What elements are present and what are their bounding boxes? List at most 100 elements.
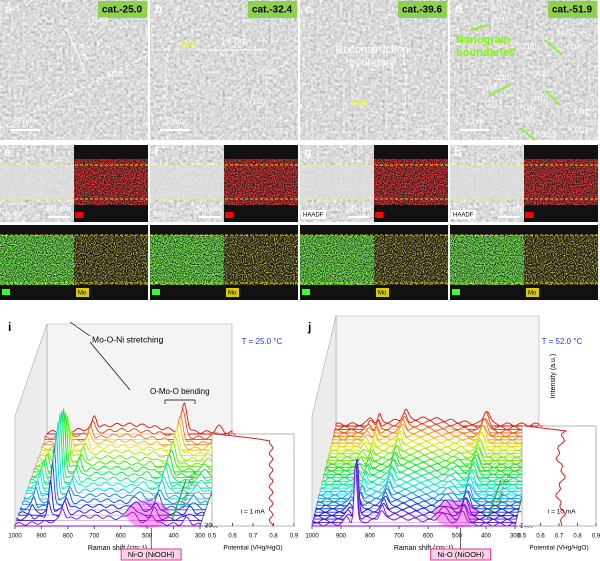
o-map [224,159,298,205]
element-label: Mo [378,291,387,297]
potential-curve [215,433,274,527]
plane-label: (310) [92,17,108,24]
panel-letter: b [155,2,162,16]
panel-letter: c [305,2,312,16]
x-tick-label: 700 [394,534,405,540]
potential-tick-label: 0.8 [573,534,582,540]
potential-tick-label: 0.9 [592,534,600,540]
o-map [524,159,598,205]
element-box [225,212,233,218]
panel-letter: h [454,145,461,159]
ni-map [150,235,224,285]
panel-letter: d [455,2,462,16]
peak-label: Ni-O (NiOOH) [437,550,484,559]
tem-image [300,0,448,140]
potential-tick-label: 0.7 [555,534,564,540]
nanowire [300,165,374,199]
time-tick-label: 1400 [520,524,534,530]
element-box [226,288,239,297]
element-box [302,289,310,295]
plane-label: (202) [352,100,368,107]
element-box [376,288,389,297]
grain-boundary [469,24,489,31]
x-tick-label: 900 [36,534,47,540]
spectrum [14,508,201,527]
plane-label: (310) [482,85,498,92]
plane-label: (011) [575,127,591,134]
annotation: Reconstruction boundary [335,44,409,69]
panel-letter: f [154,145,159,159]
nio-highlight [434,500,479,528]
plane-label: (111) [485,100,500,107]
plane-label: (210) [540,132,556,139]
x-tick-label: 700 [89,534,100,540]
plane-label: (202) [180,42,196,49]
nanowire [450,165,524,199]
annotation: O-Mo-O bending [150,387,210,396]
plane-label: (111) [250,99,265,106]
boundary [389,0,407,141]
annotation: Nanograin boundaries [456,34,516,59]
annotation-bracket [164,399,196,404]
boundary [164,0,181,141]
plane-label: (310) [575,109,591,116]
x-tick-label: 900 [336,534,347,540]
potential-frame [211,433,295,527]
panel-letter: a [5,2,12,16]
back-wall [335,315,540,427]
current-label: i = 1 mA [241,509,266,516]
scale-label: 50 nm [46,203,71,213]
grain-boundary [519,127,536,141]
element-label: Mo [78,291,87,297]
tem-image [150,0,298,140]
x-tick-label: 500 [452,534,463,540]
panel-letter: j [307,320,311,334]
scale-label: 2 nm [466,117,484,126]
element-box [152,289,160,295]
annotation-bracket [89,341,131,391]
potential-tick-label: 0.5 [518,534,527,540]
plane-label: (210) [558,29,574,36]
potential-axis-label: Potential (VHg/HgO) [223,545,282,552]
scale-label: 50 nm [346,203,371,213]
x-tick-label: 600 [423,534,434,540]
x-tick-label: 300 [510,534,521,540]
scale-label: 50 nm [496,203,521,213]
interval-arrow [171,479,187,521]
haadf-label: HAADF [453,213,474,219]
potential-tick-label: 0.6 [228,534,237,540]
x-tick-label: 1000 [8,534,22,540]
x-axis-label: Raman shift (cm⁻¹) [88,545,147,552]
plane-label: (210) [520,44,536,51]
peak-label: Ni-O (NiOOH) [128,550,175,559]
grain-boundary [489,84,511,96]
x-tick-label: 600 [116,534,127,540]
element-box [76,288,89,297]
boundary [0,54,149,129]
scale-label: 5 nm [16,117,34,126]
x-tick-label: 300 [195,534,206,540]
panel-letter: g [304,145,311,159]
element-box [452,289,460,295]
o-map [74,159,148,205]
sample-label: cat.-51.9 [552,5,592,16]
tem-image [450,0,598,140]
plane-label: (210) [567,44,583,51]
sample-label: cat.-39.6 [402,5,442,16]
x-tick-label: 500 [142,534,153,540]
haadf-box [451,210,476,219]
nanowire [150,165,224,199]
spectrum [311,465,516,527]
potential-tick-label: 0.9 [290,534,299,540]
potential-tick-label: 0.7 [249,534,258,540]
mo-map [524,235,598,285]
x-axis-label: Raman shift (cm⁻¹) [394,545,453,552]
potential-tick-label: 0.6 [536,534,545,540]
sample-label: cat.-25.0 [102,5,142,16]
annotation: Mo-O-Ni stretching [92,334,164,344]
element-label: Mo [528,291,537,297]
element-box [2,289,10,295]
grain-boundary [544,89,561,106]
panel-letter: i [8,320,11,334]
